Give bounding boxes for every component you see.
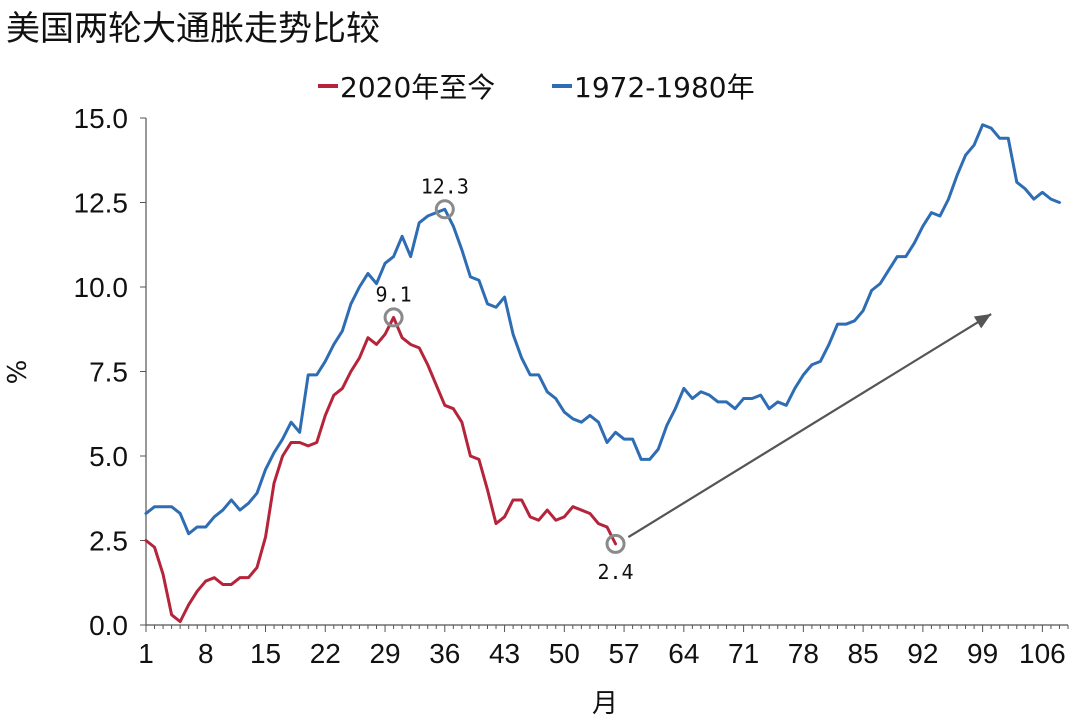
y-tick-label: 7.5 (89, 357, 128, 388)
x-tick-label: 43 (489, 638, 520, 669)
x-tick-label: 22 (310, 638, 341, 669)
trend-arrow (627, 313, 992, 539)
legend-label-2020: 2020年至今 (340, 71, 495, 104)
y-tick-label: 10.0 (74, 272, 129, 303)
x-axis-label: 月 (592, 689, 618, 719)
y-tick-label: 5.0 (89, 441, 128, 472)
y-tick-label: 2.5 (89, 526, 128, 557)
y-tick-label: 12.5 (74, 188, 129, 219)
series-line-2020 (144, 315, 618, 624)
x-tick-label: 57 (608, 638, 639, 669)
x-tick-label: 50 (549, 638, 580, 669)
trend-arrow-line (627, 313, 992, 539)
x-tick-label: 15 (250, 638, 281, 669)
series-lines (144, 123, 1061, 624)
x-tick-label: 71 (728, 638, 759, 669)
annotation-marker (605, 533, 626, 554)
annotation-marker (434, 199, 455, 220)
x-tick-label: 85 (848, 638, 879, 669)
x-tick-label: 99 (967, 638, 998, 669)
annotation-label: 9.1 (376, 282, 412, 306)
y-tick-label: 15.0 (74, 103, 129, 134)
x-tick-label: 106 (1019, 638, 1066, 669)
annotation-label: 2.4 (597, 560, 633, 584)
x-tick-label: 8 (198, 638, 214, 669)
y-tick-label: 0.0 (89, 610, 128, 641)
chart-title: 美国两轮大通胀走势比较 (6, 9, 380, 49)
annotation-label: 12.3 (421, 174, 469, 198)
y-ticks: 0.0 2.5 5.0 7.5 10.0 12.5 15.0 (74, 103, 146, 641)
legend: 2020年至今 1972-1980年 (318, 71, 755, 104)
trend-arrow-head (973, 314, 992, 329)
x-tick-label: 29 (369, 638, 400, 669)
series-line-1972-1980 (144, 123, 1061, 536)
annotation-marker (383, 307, 404, 328)
x-tick-label: 64 (668, 638, 699, 669)
legend-label-1972-1980: 1972-1980年 (574, 71, 755, 104)
x-tick-label: 1 (138, 638, 154, 669)
x-ticks: 1 8 15 22 29 36 43 50 57 64 71 78 85 92 99 106 (138, 625, 1069, 669)
y-axis-label: % (3, 360, 33, 385)
x-tick-label: 92 (907, 638, 938, 669)
annotations: 12.3 9.1 2.4 (376, 174, 634, 584)
x-tick-label: 78 (788, 638, 819, 669)
x-tick-label: 36 (429, 638, 460, 669)
